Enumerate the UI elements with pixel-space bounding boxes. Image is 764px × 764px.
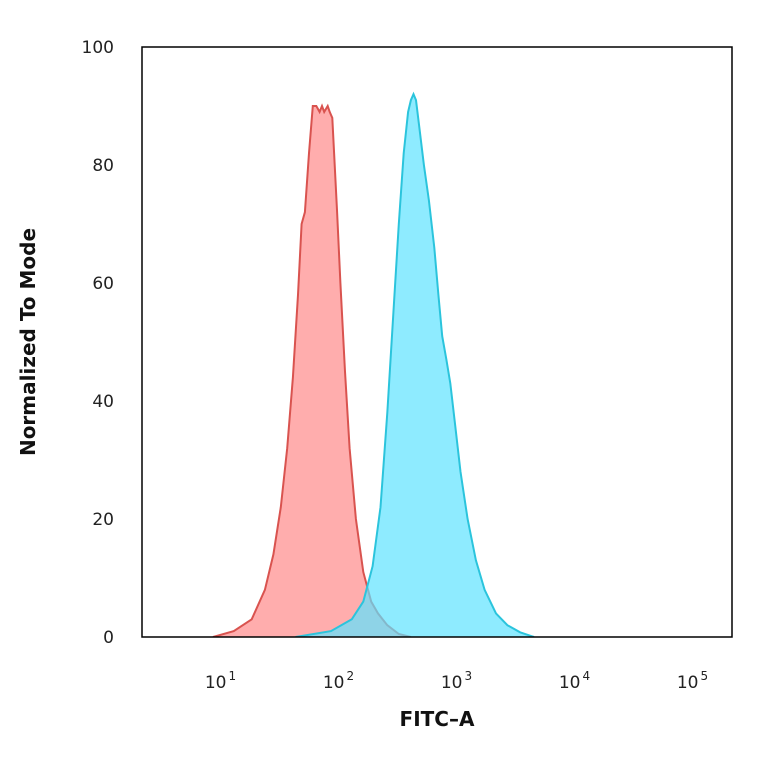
y-axis-title: Normalized To Mode — [16, 228, 40, 456]
x-tick-label: 10 3 — [441, 669, 472, 693]
y-tick-label: 20 — [92, 510, 114, 530]
y-tick-label: 100 — [82, 38, 114, 58]
series-layer — [212, 91, 535, 637]
x-axis-title: FITC–A — [400, 707, 475, 731]
x-tick-label: 10 4 — [559, 669, 590, 693]
x-tick-label: 10 1 — [205, 669, 236, 693]
series-1-area — [213, 106, 411, 637]
y-tick-label: 40 — [92, 392, 114, 412]
series-2-area — [295, 94, 534, 637]
series-2-line — [295, 91, 535, 637]
y-tick-label: 60 — [92, 274, 114, 294]
x-axis-ticks: 10 1 10 2 10 3 10 4 10 5 — [205, 669, 708, 693]
series-1-line — [212, 103, 412, 637]
x-tick-label: 10 5 — [677, 669, 708, 693]
x-tick-label: 10 2 — [323, 669, 354, 693]
y-axis-ticks: 0 20 40 60 80 100 — [82, 38, 114, 648]
y-tick-label: 0 — [103, 628, 114, 648]
y-tick-label: 80 — [92, 156, 114, 176]
plot-frame — [141, 46, 733, 638]
